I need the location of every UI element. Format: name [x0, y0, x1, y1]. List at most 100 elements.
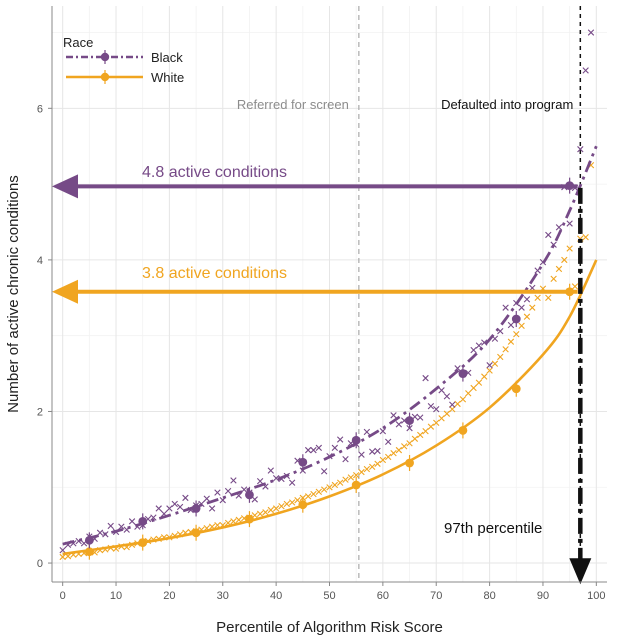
- black-percentile-point: [320, 468, 328, 475]
- screen-threshold-label: Referred for screen: [237, 97, 349, 112]
- black-percentile-point: [230, 477, 237, 484]
- black-percentile-point: [155, 505, 162, 512]
- black-mean-point: [458, 369, 468, 378]
- white-percentile-point: [315, 488, 323, 495]
- white-percentile-point: [304, 493, 312, 500]
- black-percentile-point: [390, 412, 397, 419]
- black-percentile-point: [310, 446, 317, 454]
- black-percentile-point: [395, 421, 403, 428]
- white-percentile-point: [507, 338, 515, 345]
- black-percentile-point: [566, 220, 573, 227]
- white-percentile-point: [310, 490, 317, 498]
- series-white-points: [59, 161, 595, 561]
- black-percentile-point: [507, 321, 515, 329]
- black-percentile-point: [315, 444, 323, 452]
- black-mean-point: [245, 490, 254, 500]
- white-mean-point: [191, 528, 201, 538]
- x-tick-label: 10: [110, 590, 122, 602]
- black-percentile-point: [417, 414, 424, 421]
- white-percentile-point: [369, 463, 376, 470]
- black-fit-curve: [62, 145, 598, 546]
- white-percentile-point: [320, 486, 328, 493]
- white-percentile-point: [571, 283, 579, 290]
- black-percentile-point: [518, 304, 525, 311]
- legend: Race Black White: [63, 35, 184, 85]
- black-mean-point: [298, 457, 308, 467]
- white-percentile-point: [288, 499, 296, 506]
- white-mean-point: [245, 514, 254, 524]
- white-percentile-point: [449, 406, 456, 413]
- axes: 0 10 20 30 40 50 60 70 80 90 100 0 2 4 6 Percentile of …: [5, 6, 607, 636]
- white-fit-curve: [62, 259, 598, 556]
- x-tick-label: 100: [587, 590, 605, 602]
- y-tick-label: 4: [37, 255, 43, 267]
- white-percentile-point: [390, 449, 397, 457]
- legend-label-white: White: [151, 70, 184, 85]
- black-percentile-point: [427, 402, 435, 410]
- black-percentile-point: [182, 494, 189, 502]
- black-percentile-point: [363, 428, 371, 436]
- white-percentile-point: [550, 275, 557, 283]
- black-percentile-point: [267, 467, 274, 474]
- white-percentile-point: [347, 474, 355, 481]
- white-percentile-point: [331, 481, 339, 489]
- white-percentile-point: [342, 476, 349, 483]
- white-percentile-point: [523, 313, 531, 320]
- white-percentile-point: [459, 396, 467, 403]
- text-annotations: Referred for screen Defaulted into progra…: [142, 97, 573, 537]
- y-tick-label: 2: [37, 406, 43, 418]
- white-percentile-point: [379, 456, 387, 464]
- white-percentile-point: [326, 484, 333, 491]
- x-tick-label: 30: [217, 590, 229, 602]
- white-percentile-point: [278, 503, 285, 510]
- black-percentile-point: [545, 231, 552, 239]
- black-percentile-point: [523, 296, 531, 303]
- black-percentile-point: [470, 346, 477, 354]
- y-tick-label: 0: [37, 558, 43, 570]
- white-percentile-point: [486, 367, 493, 374]
- white-percentile-point: [470, 384, 477, 392]
- black-mean-point: [191, 504, 201, 513]
- black-percentile-point: [582, 67, 589, 74]
- white-percentile-point: [395, 446, 403, 454]
- white-percentile-point: [529, 304, 536, 311]
- black-percentile-point: [433, 406, 440, 413]
- black-mean-point: [405, 416, 414, 425]
- white-arrow-label: 3.8 active conditions: [142, 265, 287, 282]
- white-percentile-point: [518, 322, 525, 330]
- white-percentile-point: [566, 245, 573, 252]
- white-mean-point: [298, 500, 308, 510]
- y-axis-title: Number of active chronic conditions: [5, 175, 22, 413]
- legend-marker-white: [100, 72, 110, 82]
- black-percentile-point: [171, 500, 178, 508]
- black-percentile-point: [331, 444, 339, 452]
- white-percentile-point: [401, 443, 408, 450]
- x-tick-label: 0: [60, 590, 66, 602]
- legend-marker-black: [100, 52, 110, 62]
- black-percentile-point: [166, 505, 173, 512]
- black-percentile-point: [128, 518, 136, 525]
- white-percentile-point: [433, 419, 440, 427]
- x-tick-label: 20: [163, 590, 175, 602]
- arrow-annotations: [52, 174, 592, 585]
- black-percentile-point: [208, 505, 216, 512]
- white-percentile-point: [59, 553, 66, 561]
- x-tick-label: 90: [537, 590, 549, 602]
- black-percentile-point: [240, 486, 248, 493]
- x-tick-label: 70: [430, 590, 442, 602]
- legend-title: Race: [63, 35, 93, 50]
- black-percentile-point: [438, 387, 445, 394]
- black-mean-point: [511, 314, 521, 324]
- white-percentile-point: [454, 400, 461, 408]
- white-mean-point: [138, 538, 148, 547]
- fit-curves: [62, 145, 598, 556]
- black-percentile-point: [555, 224, 563, 231]
- black-percentile-point: [342, 456, 349, 463]
- white-percentile-point: [561, 256, 568, 264]
- white-percentile-point: [534, 294, 541, 301]
- black-mean-point: [84, 535, 94, 545]
- white-percentile-point: [272, 505, 280, 512]
- black-percentile-point: [107, 522, 114, 530]
- black-percentile-point: [449, 401, 456, 408]
